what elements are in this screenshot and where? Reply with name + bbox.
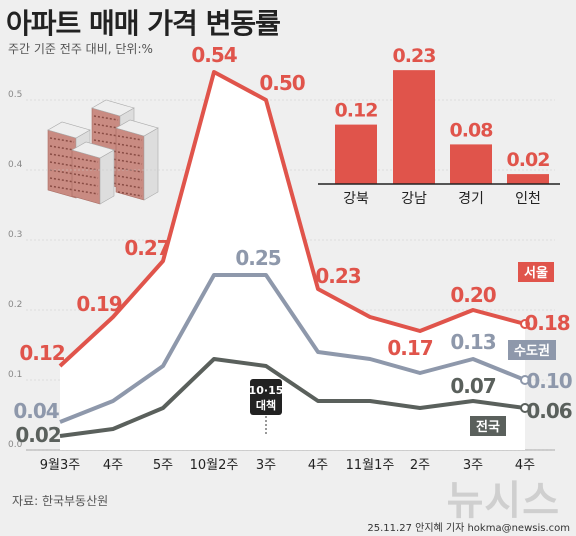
x-tick-label: 3주 xyxy=(463,458,483,473)
capital-value-label: 0.25 xyxy=(235,246,280,270)
building-windows xyxy=(117,183,143,189)
y-tick-label: 0.3 xyxy=(8,230,22,240)
seoul-value-label: 0.12 xyxy=(19,341,64,365)
capital-legend-tag xyxy=(508,340,556,360)
x-tick-label: 3주 xyxy=(256,458,276,473)
policy-label-line1: 10·15 xyxy=(249,384,284,397)
bar-category-label: 강북 xyxy=(343,191,369,207)
seoul-value-label: 0.27 xyxy=(124,236,169,260)
seoul-value-label: 0.17 xyxy=(387,336,432,360)
y-tick-label: 0.1 xyxy=(8,370,22,380)
capital-end-marker xyxy=(520,375,530,385)
building-windows xyxy=(49,161,75,167)
bar-category-label: 인천 xyxy=(515,191,541,207)
building-windows xyxy=(93,139,119,145)
building-windows xyxy=(73,181,99,187)
bar xyxy=(335,124,377,184)
seoul-value-label: 0.23 xyxy=(315,264,360,288)
apartment-building-icon xyxy=(47,99,159,205)
y-tick-label: 0.0 xyxy=(8,440,23,450)
chart-subtitle: 주간 기준 전주 대비, 단위:% xyxy=(8,42,153,56)
bar-value-label: 0.23 xyxy=(393,45,436,67)
x-tick-label: 9월3주 xyxy=(40,458,81,473)
bar-value-label: 0.08 xyxy=(450,119,494,141)
bar-value-label: 0.02 xyxy=(507,149,550,171)
x-tick-label: 4주 xyxy=(103,458,123,473)
building-roof xyxy=(47,121,91,139)
building-windows xyxy=(49,145,75,151)
x-tick-label: 4주 xyxy=(308,458,328,473)
seoul-line xyxy=(58,70,526,368)
building-side xyxy=(99,149,115,205)
bar-category-label: 경기 xyxy=(458,191,484,207)
bar xyxy=(507,174,549,184)
seoul-value-label: 0.50 xyxy=(259,71,304,95)
building-windows xyxy=(73,165,99,171)
building-side xyxy=(143,127,159,201)
building-windows xyxy=(117,151,143,157)
building-roof xyxy=(115,119,159,137)
y-tick-label: 0.5 xyxy=(8,90,22,100)
building-windows xyxy=(93,123,119,129)
seoul-legend-tag xyxy=(518,262,554,282)
building-roof xyxy=(71,141,115,159)
building-windows xyxy=(117,135,143,141)
seoul-value-label: 0.54 xyxy=(191,43,236,67)
seoul-value-label: 0.19 xyxy=(76,292,121,316)
building-windows xyxy=(49,185,75,191)
building-windows xyxy=(73,189,99,195)
national-value-label: 0.07 xyxy=(450,374,495,398)
building-windows xyxy=(93,115,119,121)
capital-value-label: 0.13 xyxy=(450,330,495,354)
capital-value-label: 0.10 xyxy=(526,369,571,393)
byline: 25.11.27 안지혜 기자 hokma@newsis.com xyxy=(367,523,570,534)
building-windows xyxy=(117,143,143,149)
x-tick-label: 10월2주 xyxy=(190,458,239,473)
y-tick-label: 0.2 xyxy=(8,300,22,310)
x-tick-label: 2주 xyxy=(410,458,430,473)
bar xyxy=(450,144,492,184)
seoul-value-label: 0.20 xyxy=(450,283,495,307)
capital-line xyxy=(59,273,526,424)
building-windows xyxy=(73,173,99,179)
building-windows xyxy=(49,153,75,159)
building-windows xyxy=(117,159,143,165)
source-note: 자료: 한국부동산원 xyxy=(12,494,109,508)
seoul-end-marker xyxy=(520,319,530,329)
newsis-watermark: 뉴시스 xyxy=(446,478,560,524)
building-windows xyxy=(73,157,99,163)
building-windows xyxy=(49,137,75,143)
chart-title: 아파트 매매 가격 변동률 xyxy=(6,7,281,40)
bar xyxy=(393,70,435,184)
building-face xyxy=(115,127,145,201)
policy-label-line2: 대책 xyxy=(256,398,276,412)
building-roof xyxy=(91,99,135,117)
national-line xyxy=(59,357,526,438)
seoul-legend-label: 서울 xyxy=(524,265,548,281)
building-windows xyxy=(49,169,75,175)
x-tick-label: 4주 xyxy=(515,458,535,473)
building-windows xyxy=(117,191,143,197)
capital-legend-label: 수도권 xyxy=(514,344,550,359)
x-tick-label: 11월1주 xyxy=(346,458,395,473)
bar-value-label: 0.12 xyxy=(335,100,378,122)
national-value-label: 0.02 xyxy=(15,423,60,447)
building-windows xyxy=(93,131,119,137)
seoul-area-fill xyxy=(60,72,525,450)
bar-category-label: 강남 xyxy=(401,191,427,207)
national-legend-label: 전국 xyxy=(476,419,500,435)
policy-marker-box xyxy=(250,379,282,415)
capital-value-label: 0.04 xyxy=(13,399,58,423)
seoul-value-label: 0.18 xyxy=(524,311,569,335)
building-windows xyxy=(49,177,75,183)
national-end-marker xyxy=(520,403,530,413)
x-tick-label: 5주 xyxy=(153,458,173,473)
y-tick-label: 0.4 xyxy=(8,160,23,170)
national-legend-tag xyxy=(470,416,506,436)
building-windows xyxy=(117,175,143,181)
national-value-label: 0.06 xyxy=(526,399,571,423)
